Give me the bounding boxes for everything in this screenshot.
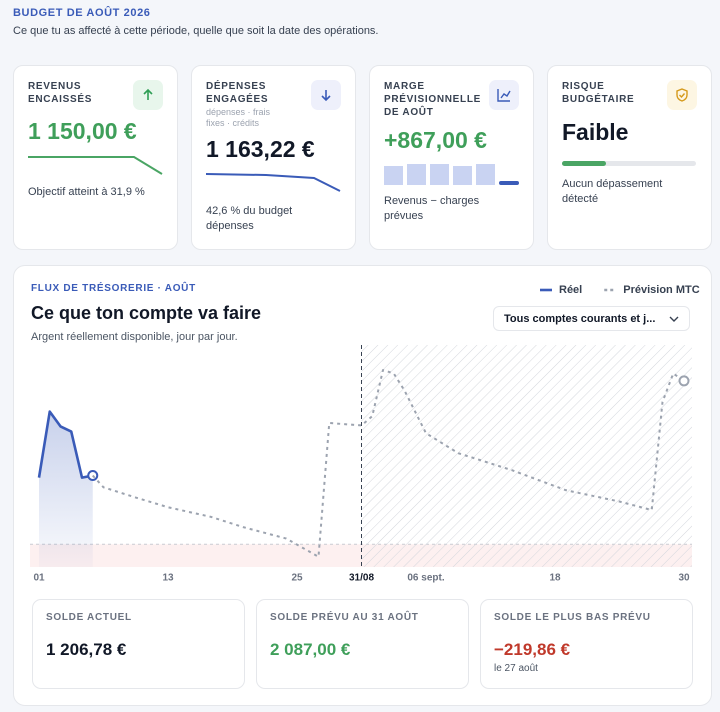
summary-box: SOLDE PRÉVU AU 31 AOÛT 2 087,00 €	[256, 599, 469, 689]
mini-bars	[384, 164, 519, 185]
sparkline	[28, 156, 163, 175]
card-label: MARGE PRÉVISIONNELLE DE AOÛT	[384, 81, 482, 118]
card-label: DÉPENSES ENGAGÉES	[206, 81, 269, 105]
summary-box: SOLDE ACTUEL 1 206,78 €	[32, 599, 245, 689]
forecast-zone	[361, 345, 692, 567]
card-value: 1 163,22 €	[206, 136, 315, 162]
card-note: Objectif atteint à 31,9 %	[28, 186, 145, 198]
summary-label: SOLDE LE PLUS BAS PRÉVU	[494, 612, 651, 623]
real-line	[37, 410, 93, 479]
summary-note: le 27 août	[494, 663, 538, 674]
summary-value: 1 206,78 €	[46, 640, 127, 659]
account-filter[interactable]: Tous comptes courants et j...	[493, 306, 690, 331]
summary-label: SOLDE ACTUEL	[46, 612, 132, 623]
card-hint: dépenses · frais fixes · crédits	[206, 107, 271, 128]
kpi-card: MARGE PRÉVISIONNELLE DE AOÛT +867,00 € R…	[369, 65, 534, 250]
summary-box: SOLDE LE PLUS BAS PRÉVU −219,86 € le 27 …	[480, 599, 693, 689]
x-tick-label: 31/08	[349, 573, 374, 584]
card-value: Faible	[562, 119, 629, 145]
legend-label: Prévision MTC	[623, 284, 699, 296]
chart-subtitle: Argent réellement disponible, jour par j…	[31, 331, 238, 343]
x-tick-label: 18	[549, 573, 561, 584]
x-tick-label: 01	[33, 573, 45, 584]
x-tick-label: 13	[162, 573, 174, 584]
kpi-card: RISQUE BUDGÉTAIRE Faible Aucun dépasseme…	[547, 65, 712, 250]
kpi-card: REVENUS ENCAISSÉS 1 150,00 € Objectif at…	[13, 65, 178, 250]
summary-value: 2 087,00 €	[270, 640, 351, 659]
account-filter-text: Tous comptes courants et j...	[504, 313, 656, 325]
summary-label: SOLDE PRÉVU AU 31 AOÛT	[270, 612, 419, 623]
x-tick-label: 06 sept.	[407, 573, 444, 584]
icon	[667, 80, 697, 110]
kpi-card: DÉPENSES ENGAGÉES dépenses · frais fixes…	[191, 65, 356, 250]
end-marker	[678, 375, 690, 387]
sparkline	[206, 173, 341, 192]
card-note: Aucun dépassement détecté	[562, 178, 663, 205]
card-label: RISQUE BUDGÉTAIRE	[562, 81, 635, 105]
x-tick-label: 30	[678, 573, 690, 584]
page-title: BUDGET DE AOÛT 2026	[13, 7, 151, 19]
icon	[489, 80, 519, 110]
card-value: +867,00 €	[384, 127, 487, 153]
progress	[562, 161, 696, 166]
card-value: 1 150,00 €	[28, 118, 137, 144]
real-area	[39, 411, 93, 567]
chart-kicker: FLUX DE TRÉSORERIE · AOÛT	[31, 283, 196, 294]
x-tick-label: 25	[291, 573, 303, 584]
card-label: REVENUS ENCAISSÉS	[28, 81, 93, 105]
card-note: Revenus − charges prévues	[384, 195, 480, 222]
chart-title: Ce que ton compte va faire	[31, 303, 262, 323]
card-note: 42,6 % du budget dépenses	[206, 205, 293, 232]
summary-value: −219,86 €	[494, 640, 571, 659]
legend-label: Réel	[559, 284, 582, 296]
icon	[133, 80, 163, 110]
icon	[311, 80, 341, 110]
forecast-line	[92, 369, 685, 558]
page-subtitle: Ce que tu as affecté à cette période, qu…	[13, 25, 379, 37]
